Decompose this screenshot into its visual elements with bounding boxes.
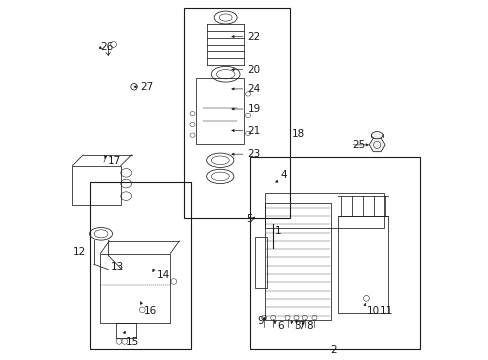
Bar [249, 157, 419, 349]
Text: 25: 25 [351, 140, 365, 150]
Text: 9: 9 [257, 316, 264, 325]
Text: 13: 13 [111, 262, 124, 273]
Bar [100, 253, 170, 323]
Bar [90, 182, 190, 349]
Text: 8: 8 [305, 320, 312, 330]
Text: 17: 17 [107, 156, 121, 166]
Text: 23: 23 [247, 149, 260, 159]
Text: 18: 18 [291, 129, 305, 139]
Text: 5: 5 [245, 215, 252, 224]
Text: 14: 14 [156, 270, 169, 280]
Text: 22: 22 [247, 32, 260, 41]
Text: 16: 16 [143, 306, 156, 316]
Text: 6: 6 [276, 320, 283, 330]
Text: 3: 3 [293, 320, 300, 330]
Bar [183, 8, 290, 218]
Bar [337, 216, 387, 313]
Bar [196, 78, 244, 144]
Bar [264, 203, 330, 320]
Text: 10: 10 [366, 306, 379, 316]
Ellipse shape [371, 132, 382, 139]
Text: 15: 15 [125, 337, 139, 347]
Text: 21: 21 [247, 126, 260, 135]
Text: 27: 27 [140, 82, 153, 92]
Text: 1: 1 [274, 226, 281, 236]
Bar [254, 237, 266, 288]
Bar [72, 166, 121, 205]
Text: 12: 12 [73, 247, 86, 257]
Text: 11: 11 [379, 306, 392, 316]
Text: 24: 24 [247, 84, 260, 94]
Text: 7: 7 [298, 320, 305, 330]
Text: 2: 2 [329, 345, 336, 355]
Text: 4: 4 [280, 170, 286, 180]
Text: 26: 26 [100, 42, 113, 51]
Text: 20: 20 [247, 64, 260, 75]
Bar [265, 193, 383, 228]
Text: 19: 19 [247, 104, 260, 114]
